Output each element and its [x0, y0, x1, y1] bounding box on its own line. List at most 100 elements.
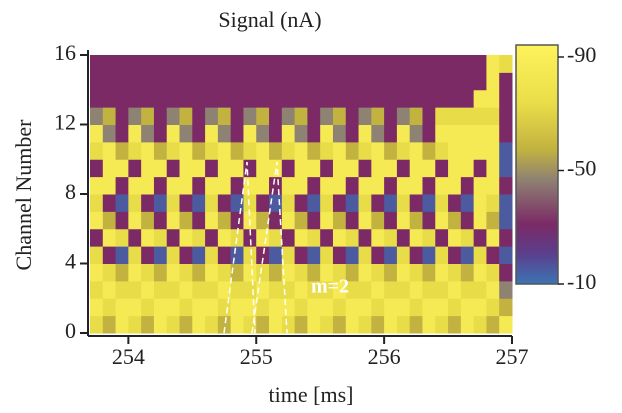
heat-cell: [205, 90, 218, 108]
heat-cell: [128, 298, 141, 316]
heat-cell: [410, 142, 423, 160]
heat-cell: [320, 246, 333, 264]
heat-cell: [256, 211, 269, 229]
heat-cell: [410, 159, 423, 177]
heat-cell: [371, 90, 384, 108]
heat-cell: [371, 55, 384, 73]
heat-cell: [243, 72, 256, 90]
heat-cell: [486, 90, 499, 108]
heat-cell: [435, 281, 448, 299]
heat-cell: [346, 298, 359, 316]
heat-cell: [486, 142, 499, 160]
heat-cell: [422, 211, 435, 229]
heat-cell: [295, 264, 308, 282]
heat-cell: [359, 72, 372, 90]
heat-cell: [128, 142, 141, 160]
heat-cell: [397, 72, 410, 90]
heat-cell: [154, 316, 167, 334]
heat-cell: [307, 194, 320, 212]
heat-cell: [243, 125, 256, 143]
heat-cell: [90, 55, 103, 73]
y-tick-label: 12: [54, 110, 76, 135]
heat-cell: [486, 316, 499, 334]
heat-cell: [461, 316, 474, 334]
y-tick-label: 16: [54, 40, 76, 65]
heat-cell: [448, 142, 461, 160]
heat-cell: [116, 159, 129, 177]
heat-cell: [218, 246, 231, 264]
heat-cell: [295, 246, 308, 264]
heat-cell: [397, 229, 410, 247]
colorbar-tick-label: -50: [567, 156, 596, 181]
heat-cell: [397, 246, 410, 264]
heat-cell: [116, 246, 129, 264]
heat-cell: [128, 246, 141, 264]
heat-cell: [116, 298, 129, 316]
heat-cell: [243, 194, 256, 212]
heat-cell: [167, 281, 180, 299]
heat-cell: [307, 211, 320, 229]
heat-cell: [141, 107, 154, 125]
heat-cell: [167, 55, 180, 73]
heat-cell: [154, 72, 167, 90]
heat-cell: [128, 90, 141, 108]
heat-cell: [295, 211, 308, 229]
heat-cell: [499, 316, 512, 334]
heat-cell: [320, 125, 333, 143]
heat-cell: [180, 281, 193, 299]
heat-cell: [474, 159, 487, 177]
heat-cell: [295, 298, 308, 316]
y-tick-label: 0: [65, 318, 76, 343]
heat-cell: [269, 142, 282, 160]
heat-cell: [359, 298, 372, 316]
heat-cell: [499, 142, 512, 160]
heat-cell: [180, 246, 193, 264]
heat-cell: [435, 107, 448, 125]
heat-cell: [371, 177, 384, 195]
heat-cell: [320, 298, 333, 316]
heat-cell: [192, 142, 205, 160]
heat-cell: [218, 142, 231, 160]
heat-cell: [256, 177, 269, 195]
heat-cell: [116, 107, 129, 125]
heat-cell: [320, 159, 333, 177]
heat-cell: [180, 142, 193, 160]
heat-cell: [141, 177, 154, 195]
heat-cell: [486, 264, 499, 282]
annotation: m=2: [311, 276, 349, 298]
heat-cell: [384, 194, 397, 212]
heat-cell: [167, 142, 180, 160]
heat-cell: [371, 142, 384, 160]
heat-cell: [295, 107, 308, 125]
heat-cell: [307, 298, 320, 316]
heat-cell: [307, 125, 320, 143]
heat-cell: [167, 246, 180, 264]
heat-cell: [141, 125, 154, 143]
heat-cell: [448, 177, 461, 195]
heat-cell: [359, 125, 372, 143]
heat-cell: [384, 229, 397, 247]
heat-cell: [128, 316, 141, 334]
heat-cell: [154, 298, 167, 316]
heat-cell: [486, 177, 499, 195]
heat-cell: [333, 177, 346, 195]
heat-cell: [218, 194, 231, 212]
heat-cell: [141, 229, 154, 247]
heat-cell: [103, 72, 116, 90]
heat-cell: [103, 298, 116, 316]
heat-cell: [180, 316, 193, 334]
heat-cell: [486, 246, 499, 264]
heat-cell: [180, 211, 193, 229]
colorbar: [516, 45, 558, 284]
heat-cell: [154, 159, 167, 177]
heat-cell: [218, 159, 231, 177]
heat-cell: [333, 90, 346, 108]
heat-cell: [384, 142, 397, 160]
heat-cell: [333, 72, 346, 90]
heat-cell: [461, 142, 474, 160]
heat-cell: [128, 177, 141, 195]
heat-cell: [307, 107, 320, 125]
x-tick-label: 254: [112, 344, 145, 369]
heat-cell: [474, 229, 487, 247]
heat-cell: [192, 90, 205, 108]
